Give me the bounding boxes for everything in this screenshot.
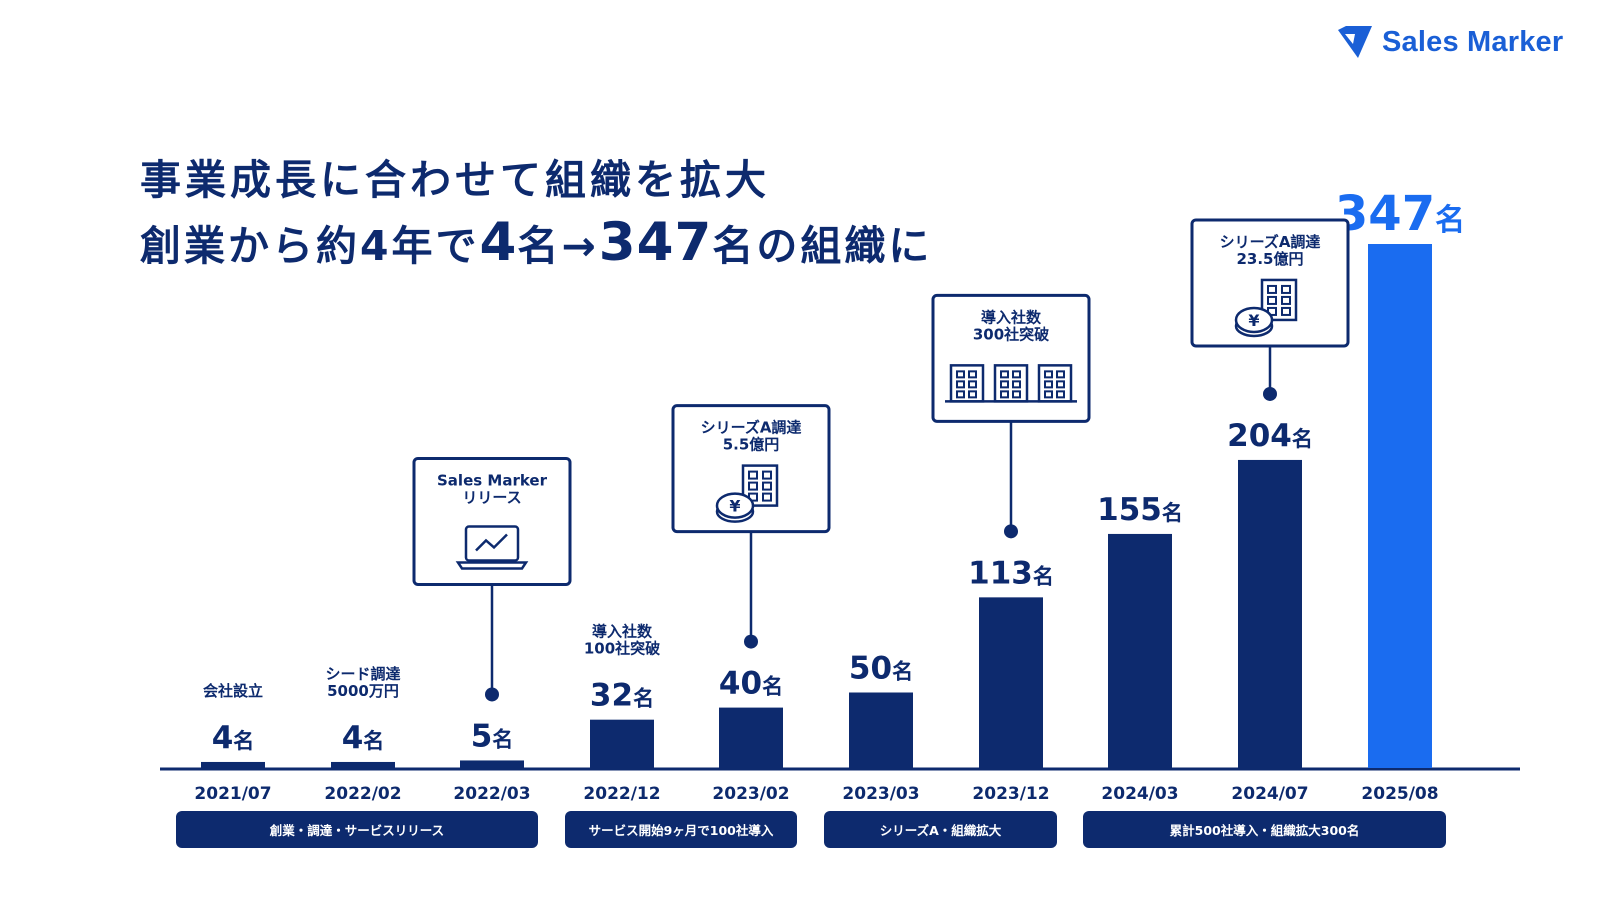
value-label: 113名 — [968, 555, 1054, 591]
callout-text: Sales Marker — [437, 471, 548, 489]
value-label: 4名 — [342, 720, 385, 756]
x-tick-label: 2023/03 — [842, 784, 919, 804]
value-number: 155 — [1097, 492, 1162, 528]
value-unit: 名 — [1033, 564, 1054, 588]
value-unit: 名 — [363, 729, 384, 753]
value-unit: 名 — [1435, 203, 1465, 238]
subtitle-prefix: 創業から約4年で — [140, 222, 480, 270]
subtitle-suffix: の組織に — [756, 222, 933, 270]
building-yen-icon: ¥ — [715, 464, 779, 523]
x-tick-label: 2022/12 — [583, 784, 660, 804]
laptop-chart-icon — [455, 525, 529, 570]
bar-2023/03 — [849, 692, 913, 768]
three-buildings-icon — [945, 364, 1077, 403]
phase-band — [565, 811, 797, 848]
x-tick-label: 2025/08 — [1361, 784, 1438, 804]
page-subtitle: 創業から約4年で4名→347名の組織に — [140, 212, 932, 273]
logo-mark-icon — [1338, 26, 1372, 58]
value-label: 204名 — [1227, 418, 1313, 454]
bar-2024/03 — [1108, 533, 1172, 768]
bar-2021/07 — [201, 761, 265, 768]
bar-2022/02 — [331, 761, 395, 768]
value-label: 347名 — [1335, 186, 1465, 242]
svg-text:¥: ¥ — [1248, 311, 1259, 330]
x-tick-label: 2022/03 — [453, 784, 530, 804]
callout-dot — [1004, 524, 1018, 539]
phase-band — [824, 811, 1057, 848]
value-number: 4 — [342, 720, 364, 756]
milestone-note-text: 導入社数 — [592, 623, 653, 641]
value-label: 5名 — [471, 718, 514, 754]
bar-2025/08 — [1368, 244, 1432, 768]
x-tick-label: 2021/07 — [194, 784, 271, 804]
callout-text: シリーズA調達 — [701, 419, 802, 437]
x-tick-label: 2024/03 — [1101, 784, 1178, 804]
phase-label: シリーズA・組織拡大 — [880, 823, 1002, 838]
x-tick-label: 2023/02 — [712, 784, 789, 804]
value-unit: 名 — [892, 659, 913, 683]
subtitle-to-value: 347 — [598, 212, 713, 273]
value-unit: 名 — [633, 687, 654, 711]
callout-dot — [485, 687, 499, 702]
building-yen-icon: ¥ — [1234, 278, 1298, 338]
subtitle-from-unit: 名 — [517, 222, 562, 270]
subtitle-arrow: → — [561, 222, 599, 270]
callout-text: 5.5億円 — [723, 436, 780, 454]
phase-label: サービス開始9ヶ月で100社導入 — [589, 823, 774, 838]
value-number: 204 — [1227, 418, 1292, 454]
value-number: 32 — [590, 678, 633, 714]
value-label: 32名 — [590, 678, 654, 714]
value-number: 113 — [968, 555, 1033, 591]
phase-band — [176, 811, 538, 848]
phase-label: 創業・調達・サービスリリース — [269, 823, 444, 838]
value-number: 347 — [1335, 186, 1435, 242]
callout-text: 導入社数 — [981, 308, 1042, 326]
value-unit: 名 — [762, 675, 783, 699]
milestone-note-text: 100社突破 — [584, 640, 660, 658]
value-label: 4名 — [212, 720, 255, 756]
brand-logo: Sales Marker — [1336, 24, 1563, 60]
svg-text:¥: ¥ — [729, 497, 740, 516]
milestone-note-text: 会社設立 — [203, 682, 263, 700]
bar-2024/07 — [1238, 459, 1302, 768]
callout-text: リリース — [462, 488, 521, 506]
bar-2022/12 — [590, 719, 654, 768]
value-label: 40名 — [719, 666, 783, 702]
x-tick-label: 2024/07 — [1231, 784, 1308, 804]
callout-dot — [744, 634, 758, 649]
value-unit: 名 — [492, 727, 513, 751]
bar-2022/03 — [460, 760, 524, 768]
value-number: 50 — [849, 650, 892, 686]
callout-text: シリーズA調達 — [1220, 233, 1321, 251]
phase-label: 累計500社導入・組織拡大300名 — [1170, 823, 1360, 838]
value-number: 4 — [212, 720, 234, 756]
subtitle-to-unit: 名 — [712, 222, 757, 270]
bar-2023/02 — [719, 707, 783, 768]
value-label: 155名 — [1097, 492, 1183, 528]
page-title: 事業成長に合わせて組織を拡大 — [140, 156, 770, 204]
value-label: 50名 — [849, 650, 913, 686]
milestone-note-text: 5000万円 — [327, 682, 399, 700]
value-number: 40 — [719, 666, 762, 702]
x-tick-label: 2023/12 — [972, 784, 1049, 804]
brand-name: Sales Marker — [1382, 25, 1564, 58]
value-number: 5 — [471, 718, 493, 754]
callout-text: 300社突破 — [973, 325, 1049, 343]
bar-2023/12 — [979, 597, 1043, 768]
x-tick-label: 2022/02 — [324, 784, 401, 804]
value-unit: 名 — [1292, 427, 1313, 451]
value-unit: 名 — [233, 729, 254, 753]
value-unit: 名 — [1162, 501, 1183, 525]
callout-dot — [1263, 386, 1277, 401]
phase-band — [1083, 811, 1446, 848]
milestone-note-text: シード調達 — [325, 665, 400, 683]
callout-text: 23.5億円 — [1236, 250, 1303, 268]
subtitle-from-value: 4 — [479, 212, 518, 273]
